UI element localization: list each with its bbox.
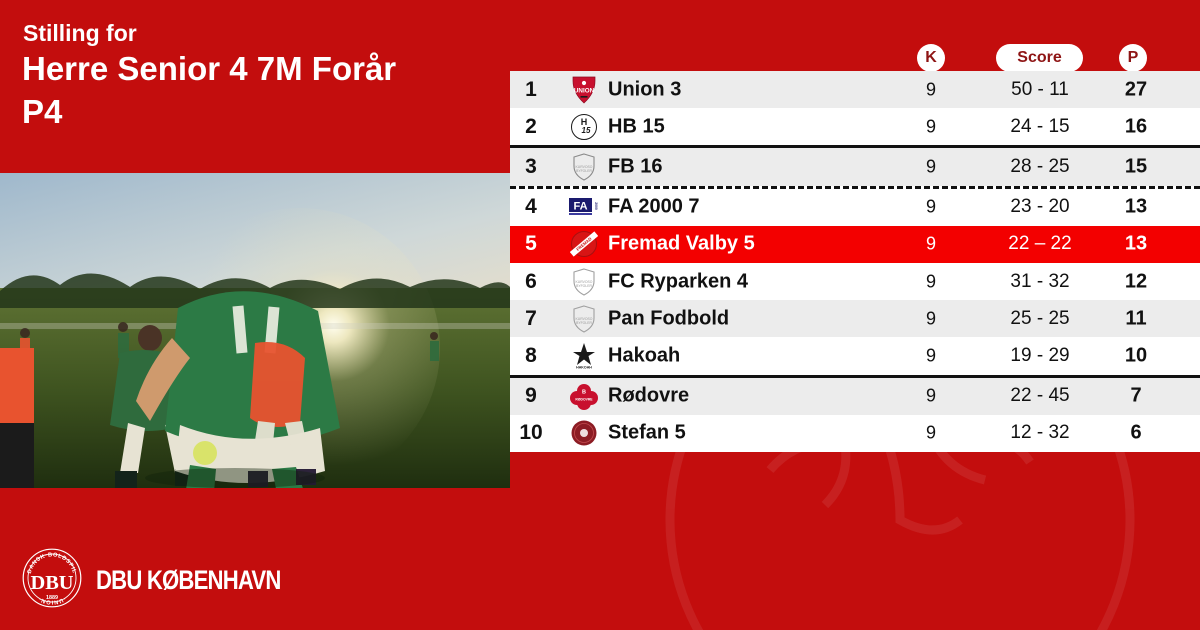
svg-text:HAKOAH: HAKOAH: [576, 365, 592, 369]
svg-text:BYFOLER: BYFOLER: [576, 169, 592, 173]
svg-text:FA: FA: [573, 201, 587, 213]
svg-text:1889: 1889: [46, 595, 58, 601]
svg-text:BYFOLER: BYFOLER: [576, 284, 592, 288]
svg-text:RØDOVRE: RØDOVRE: [575, 398, 593, 402]
svg-text:15: 15: [582, 126, 591, 135]
svg-text:UNION: UNION: [574, 87, 595, 94]
svg-text:B: B: [582, 390, 586, 396]
svg-text:BYFOLER: BYFOLER: [576, 321, 592, 325]
svg-text:2000: 2000: [594, 202, 598, 210]
svg-text:DBU: DBU: [30, 572, 73, 594]
